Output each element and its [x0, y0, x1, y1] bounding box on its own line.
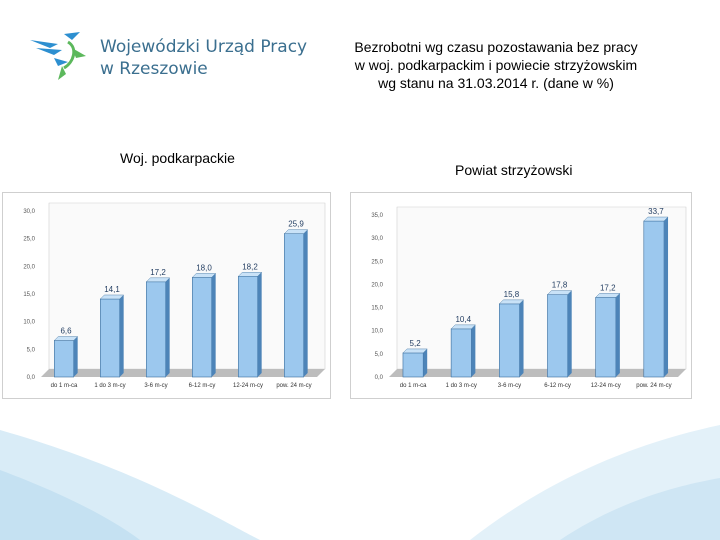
- y-tick-label: 25,0: [23, 237, 35, 243]
- bar: [450, 328, 472, 378]
- y-tick-label: 30,0: [23, 209, 35, 215]
- bar-side: [615, 293, 620, 377]
- bar-side: [519, 299, 524, 377]
- bar: [284, 233, 304, 378]
- bar-top: [145, 277, 171, 283]
- bar: [146, 281, 166, 378]
- data-label: 17,8: [552, 281, 568, 290]
- bar: [192, 277, 212, 378]
- chart-1-frame: 0,0 5,0 10,0 15,0 20,0 25,0 30,0 6,6 do 1 m-ca 14…: [2, 192, 331, 399]
- bar-side: [303, 229, 308, 377]
- bar: [547, 294, 568, 378]
- x-tick-label: 6-12 m-cy: [544, 383, 571, 389]
- chart-2-subtitle: Powiat strzyżowski: [455, 162, 573, 178]
- logo-line-1: Wojewódzki Urząd Pracy: [100, 37, 308, 57]
- bar-top: [283, 229, 309, 234]
- bar-top: [643, 216, 669, 222]
- bar-top: [53, 336, 79, 341]
- bar-side: [211, 273, 216, 377]
- bar-top: [237, 272, 263, 277]
- bar-side: [664, 217, 669, 377]
- y-tick-label: 25,0: [371, 259, 383, 265]
- data-label: 33,7: [648, 207, 664, 216]
- bar-top: [498, 299, 525, 305]
- y-tick-label: 35,0: [371, 213, 383, 219]
- bar: [595, 297, 617, 378]
- title-line-1: Bezrobotni wg czasu pozostawania bez pra…: [354, 39, 638, 55]
- x-tick-label: 6-12 m-cy: [189, 383, 216, 389]
- logo-emblem-icon: [30, 32, 86, 80]
- data-label: 17,2: [150, 268, 166, 277]
- bar-side: [165, 277, 170, 377]
- data-label: 6,6: [60, 326, 72, 335]
- x-tick-label: 3-6 m-cy: [498, 383, 521, 389]
- bar: [54, 340, 74, 378]
- x-tick-label: 1 do 3 m-cy: [446, 383, 477, 389]
- logo-line-2: w Rzeszowie: [100, 59, 208, 79]
- bar-side: [73, 336, 78, 377]
- bar-top: [450, 324, 476, 330]
- data-label: 14,1: [104, 285, 120, 294]
- bar: [643, 220, 665, 378]
- x-tick-label: pow. 24 m-cy: [276, 383, 311, 389]
- page-title: Bezrobotni wg czasu pozostawania bez pra…: [318, 38, 674, 92]
- bar-top: [402, 348, 428, 354]
- bar-top: [546, 290, 573, 295]
- y-tick-label: 10,0: [371, 329, 383, 335]
- y-tick-label: 10,0: [23, 320, 35, 326]
- data-label: 15,8: [504, 290, 520, 299]
- chart-1-subtitle: Woj. podkarpackie: [120, 150, 235, 166]
- bar: [238, 275, 258, 378]
- x-tick-label: 12-24 m-cy: [591, 383, 621, 389]
- data-label: 17,2: [600, 283, 616, 292]
- bar-top: [99, 294, 125, 300]
- y-tick-label: 30,0: [371, 236, 383, 242]
- x-tick-label: do 1 m-ca: [400, 383, 427, 389]
- plot-floor: [389, 369, 686, 377]
- x-tick-label: 3-6 m-cy: [144, 383, 167, 389]
- chart-2: 0,0 5,0 10,0 15,0 20,0 25,0 30,0 35,0 5,2 do 1 m-…: [371, 206, 687, 389]
- bar: [402, 352, 424, 378]
- chart-1: 0,0 5,0 10,0 15,0 20,0 25,0 30,0 6,6 do 1 m-ca 14…: [23, 202, 326, 389]
- title-line-3: wg stanu na 31.03.2014 r. (dane w %): [378, 75, 614, 91]
- x-tick-label: do 1 m-ca: [51, 383, 78, 389]
- y-tick-label: 5,0: [27, 347, 36, 353]
- data-label: 18,0: [196, 263, 212, 272]
- bar: [100, 298, 120, 378]
- data-label: 18,2: [242, 262, 258, 271]
- y-tick-label: 20,0: [371, 282, 383, 288]
- bar-top: [191, 273, 217, 278]
- x-tick-label: pow. 24 m-cy: [636, 383, 671, 389]
- bar-side: [423, 348, 428, 377]
- y-tick-label: 15,0: [371, 306, 383, 312]
- logo: [28, 28, 318, 88]
- y-tick-label: 5,0: [375, 352, 384, 358]
- title-line-2: w woj. podkarpackim i powiecie strzyżows…: [354, 57, 638, 73]
- plot-wall: [48, 202, 326, 370]
- y-tick-label: 0,0: [375, 375, 384, 381]
- y-tick-label: 15,0: [23, 292, 35, 298]
- bar-side: [471, 324, 476, 377]
- data-label: 25,9: [288, 220, 304, 229]
- data-label: 10,4: [455, 315, 471, 324]
- bar-side: [119, 294, 124, 377]
- y-tick-label: 20,0: [23, 264, 35, 270]
- y-tick-label: 0,0: [27, 375, 36, 381]
- bar-side: [567, 290, 572, 377]
- plot-wall: [396, 206, 687, 370]
- chart-2-frame: 0,0 5,0 10,0 15,0 20,0 25,0 30,0 35,0 5,2 do 1 m-…: [350, 192, 692, 399]
- logo-text: Wojewódzki Urząd Pracy w Rzeszowie: [100, 36, 307, 80]
- plot-floor: [41, 369, 325, 377]
- bar-top: [595, 293, 621, 298]
- bar: [499, 303, 520, 378]
- x-tick-label: 12-24 m-cy: [233, 383, 263, 389]
- bar-side: [257, 272, 262, 377]
- x-tick-label: 1 do 3 m-cy: [94, 383, 125, 389]
- data-label: 5,2: [410, 339, 422, 348]
